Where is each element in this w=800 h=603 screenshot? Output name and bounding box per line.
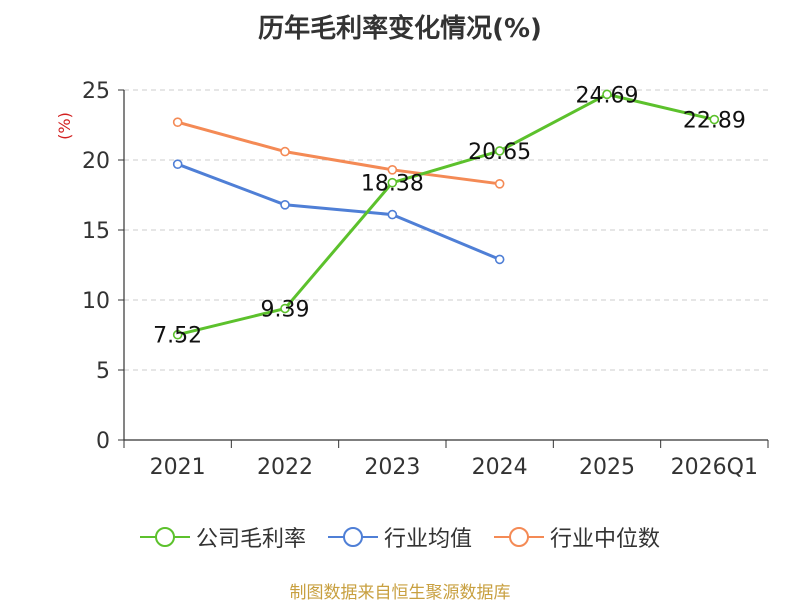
legend-item[interactable]: 公司毛利率 (139, 521, 306, 553)
legend-marker-icon (494, 527, 544, 547)
data-point (280, 200, 290, 210)
x-tick-label: 2021 (150, 455, 206, 480)
legend-label: 行业均值 (383, 527, 472, 552)
data-point (494, 179, 505, 189)
data-point (494, 254, 505, 265)
legend-label: 公司毛利率 (195, 527, 306, 552)
x-tick-label: 2025 (579, 455, 635, 480)
data-label: 7.52 (153, 324, 202, 349)
data-point (172, 159, 183, 169)
y-tick-label: 25 (82, 79, 110, 104)
chart-title: 历年毛利率变化情况(%) (258, 14, 542, 44)
y-axis-label: (%) (55, 112, 74, 140)
series-line-1 (177, 92, 715, 337)
series-line-3 (177, 120, 500, 186)
source-note: 制图数据来自恒生聚源数据库 (289, 583, 511, 603)
legend-label: 行业中位数 (550, 527, 661, 552)
data-point (387, 177, 398, 188)
x-tick-label: 2026Q1 (671, 455, 758, 480)
data-point (172, 117, 183, 127)
data-point (602, 89, 612, 100)
data-label: 9.39 (261, 298, 310, 323)
legend-item[interactable]: 行业中位数 (494, 521, 660, 553)
data-label: 18.38 (361, 172, 424, 197)
legend-marker-icon (139, 527, 190, 547)
data-point (494, 146, 505, 156)
y-tick-label: 5 (96, 359, 110, 384)
legend: 公司毛利率 行业均值 行业中位数 (0, 520, 800, 554)
x-tick-label: 2024 (472, 455, 528, 480)
x-tick-label: 2023 (364, 455, 420, 480)
data-label: 20.65 (468, 140, 531, 165)
data-point (172, 329, 183, 340)
data-label: 24.69 (576, 83, 639, 108)
y-tick-label: 20 (82, 149, 110, 174)
data-point (387, 209, 398, 220)
data-point (280, 303, 290, 314)
data-point (709, 114, 720, 125)
series-line-2 (177, 162, 501, 261)
legend-item[interactable]: 行业均值 (327, 521, 472, 553)
y-tick-label: 15 (82, 219, 110, 244)
y-tick-label: 0 (96, 429, 110, 454)
data-point (280, 146, 290, 157)
data-point (387, 165, 398, 175)
x-tick-label: 2022 (257, 455, 313, 480)
data-label: 22.89 (683, 109, 746, 134)
y-tick-label: 10 (82, 289, 110, 314)
legend-marker-icon (327, 527, 378, 547)
